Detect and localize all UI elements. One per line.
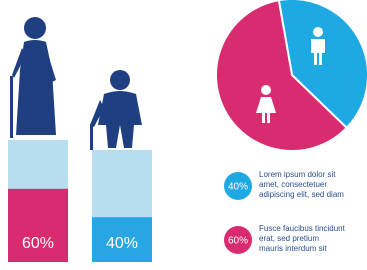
boy-icon	[313, 27, 323, 37]
legend-value: 60%	[228, 236, 248, 247]
legend-text: adipiscing elit, sed diam	[259, 190, 344, 199]
legend-value: 40%	[228, 182, 248, 193]
girl-icon	[261, 85, 271, 95]
legend-text: erat, sed pretium	[259, 234, 319, 243]
bars: 60% 40%	[8, 140, 152, 262]
legend-text: mauris interdum sit	[259, 244, 327, 253]
bar-label: 40%	[106, 235, 138, 252]
legend-text: Fusce faucibus tincidunt	[259, 224, 346, 233]
grandfather-icon	[90, 70, 142, 150]
infographic: 60% 40% 40% Lorem ipsum dolor sitamet, con…	[0, 0, 367, 270]
legend-text: Lorem ipsum dolor sit	[259, 170, 336, 179]
legend-text: amet, consectetuer	[259, 180, 327, 189]
bar-label: 60%	[22, 235, 54, 252]
pie-chart	[216, 0, 367, 151]
grandmother-icon	[10, 17, 56, 138]
